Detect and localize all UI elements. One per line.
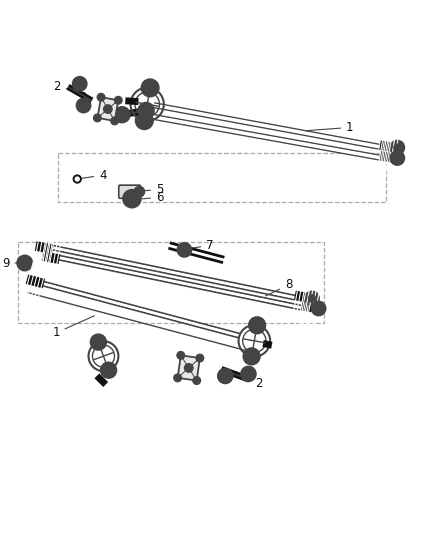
Circle shape: [394, 144, 401, 151]
Polygon shape: [97, 97, 118, 121]
Circle shape: [311, 302, 325, 316]
Circle shape: [73, 175, 81, 183]
Circle shape: [119, 111, 126, 118]
Circle shape: [75, 177, 79, 181]
Circle shape: [390, 151, 404, 165]
Text: 2: 2: [53, 80, 85, 93]
Circle shape: [21, 259, 29, 267]
Circle shape: [177, 351, 185, 359]
Circle shape: [138, 102, 154, 118]
Circle shape: [184, 364, 193, 373]
Text: 3: 3: [112, 111, 124, 124]
Circle shape: [123, 190, 141, 207]
Circle shape: [95, 338, 102, 345]
Circle shape: [134, 187, 145, 197]
Circle shape: [249, 317, 265, 334]
Circle shape: [101, 362, 117, 378]
Circle shape: [193, 377, 201, 384]
Circle shape: [146, 84, 154, 92]
Circle shape: [127, 194, 137, 204]
Circle shape: [103, 104, 112, 114]
FancyBboxPatch shape: [119, 185, 141, 198]
Circle shape: [77, 99, 91, 112]
Circle shape: [81, 102, 87, 109]
Circle shape: [136, 112, 153, 130]
Text: 9: 9: [2, 256, 22, 270]
Circle shape: [97, 93, 105, 101]
Circle shape: [73, 77, 87, 91]
Circle shape: [77, 80, 83, 87]
Circle shape: [218, 368, 233, 383]
Polygon shape: [178, 356, 200, 381]
Circle shape: [177, 243, 191, 257]
Text: 1: 1: [52, 316, 94, 340]
Text: 7: 7: [182, 239, 214, 252]
Text: 3: 3: [191, 370, 198, 383]
Circle shape: [105, 367, 112, 374]
Circle shape: [243, 348, 260, 365]
Text: 8: 8: [265, 278, 292, 296]
Circle shape: [114, 107, 130, 123]
Text: 2: 2: [246, 377, 263, 390]
Circle shape: [245, 370, 252, 377]
Circle shape: [143, 107, 150, 114]
Circle shape: [141, 117, 148, 125]
Circle shape: [180, 246, 188, 254]
Circle shape: [248, 353, 255, 360]
Circle shape: [315, 305, 322, 312]
Circle shape: [253, 321, 261, 329]
Circle shape: [241, 367, 256, 382]
Circle shape: [308, 295, 315, 302]
Circle shape: [222, 373, 229, 379]
Text: 4: 4: [80, 168, 106, 182]
Circle shape: [305, 292, 319, 305]
Circle shape: [174, 374, 182, 382]
Circle shape: [390, 141, 404, 155]
Circle shape: [93, 114, 101, 122]
Circle shape: [18, 255, 32, 270]
Circle shape: [111, 117, 119, 125]
Text: 1: 1: [305, 121, 353, 134]
Circle shape: [394, 155, 401, 161]
Circle shape: [114, 96, 122, 104]
Text: 5: 5: [139, 183, 163, 196]
Circle shape: [196, 354, 204, 362]
Text: 6: 6: [134, 191, 163, 204]
Circle shape: [141, 79, 159, 96]
Circle shape: [91, 334, 106, 350]
